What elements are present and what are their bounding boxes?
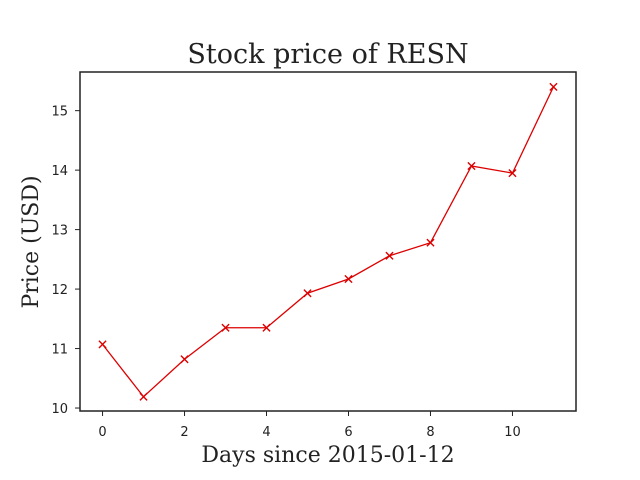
y-tick-label: 14: [51, 164, 68, 179]
plot-frame: [79, 71, 577, 412]
data-point-marker: [221, 323, 230, 332]
x-tick-label: 4: [262, 425, 270, 440]
x-axis-label: Days since 2015-01-12: [201, 443, 454, 468]
data-point-marker: [303, 289, 312, 298]
data-point-marker: [426, 238, 435, 247]
x-tick-label: 0: [98, 425, 106, 440]
chart-title: Stock price of RESN: [187, 39, 468, 70]
y-tick-label: 10: [51, 402, 68, 417]
y-tick-label: 12: [51, 283, 68, 298]
data-point-marker: [385, 251, 394, 260]
data-point-marker: [139, 392, 148, 401]
y-axis-label: Price (USD): [19, 175, 44, 308]
price-line: [102, 86, 555, 398]
data-point-marker: [549, 82, 558, 91]
data-point-marker: [262, 323, 271, 332]
x-tick-label: 6: [344, 425, 352, 440]
data-point-marker: [467, 161, 476, 171]
x-tick-label: 8: [426, 425, 434, 440]
y-tick-label: 13: [51, 224, 68, 239]
y-tick-label: 15: [51, 105, 68, 120]
x-tick-label: 2: [180, 425, 188, 440]
data-point-marker: [344, 274, 353, 284]
data-point-marker: [98, 340, 107, 349]
data-point-marker: [180, 355, 189, 364]
x-tick-label: 10: [504, 425, 521, 440]
data-point-marker: [508, 169, 517, 178]
y-tick-label: 11: [51, 343, 68, 358]
plot-area: 0 2 4 6 8 10 10 11 12 13 14 15: [51, 71, 577, 440]
